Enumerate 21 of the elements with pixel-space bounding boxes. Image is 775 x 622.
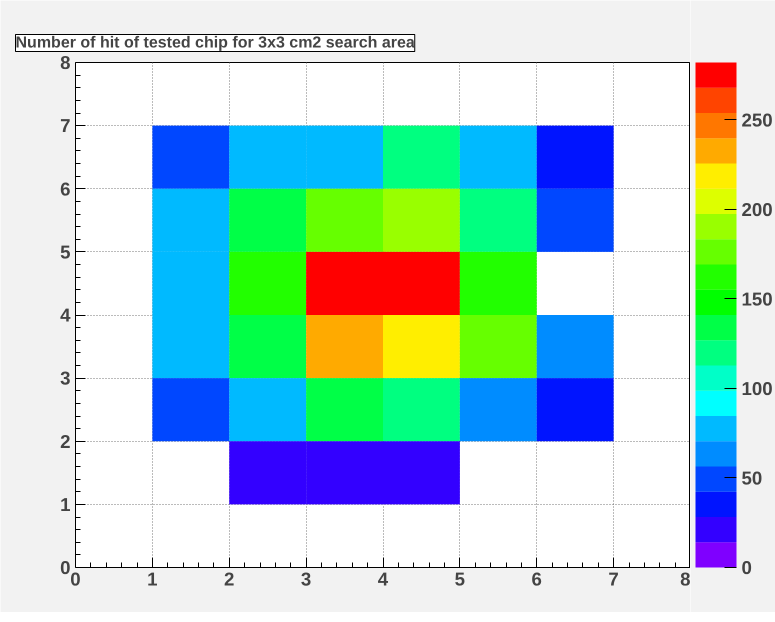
y-tick-label: 8 xyxy=(60,52,71,73)
y-tick-label: 4 xyxy=(60,304,72,326)
x-tick-label: 5 xyxy=(454,568,466,590)
y-tick-label: 2 xyxy=(60,430,71,452)
x-tick-label: 6 xyxy=(532,568,542,590)
x-tick-label: 3 xyxy=(300,568,312,590)
y-tick-label: 7 xyxy=(60,115,71,136)
color-bar-label: 150 xyxy=(742,288,773,310)
x-tick-label: 7 xyxy=(608,568,619,590)
y-tick-label: 5 xyxy=(60,241,71,262)
y-tick-label: 3 xyxy=(60,368,71,389)
y-tick-label: 6 xyxy=(60,178,71,200)
x-tick-label: 1 xyxy=(147,568,158,590)
y-tick-label: 1 xyxy=(60,494,71,515)
x-tick-label: 2 xyxy=(224,568,234,590)
x-tick-label: 4 xyxy=(378,568,389,590)
color-bar-label: 200 xyxy=(742,198,773,220)
color-bar-label: 250 xyxy=(742,109,773,130)
x-tick-label: 8 xyxy=(680,568,691,590)
color-bar-label: 100 xyxy=(742,378,773,399)
color-bar-label: 50 xyxy=(742,467,762,488)
